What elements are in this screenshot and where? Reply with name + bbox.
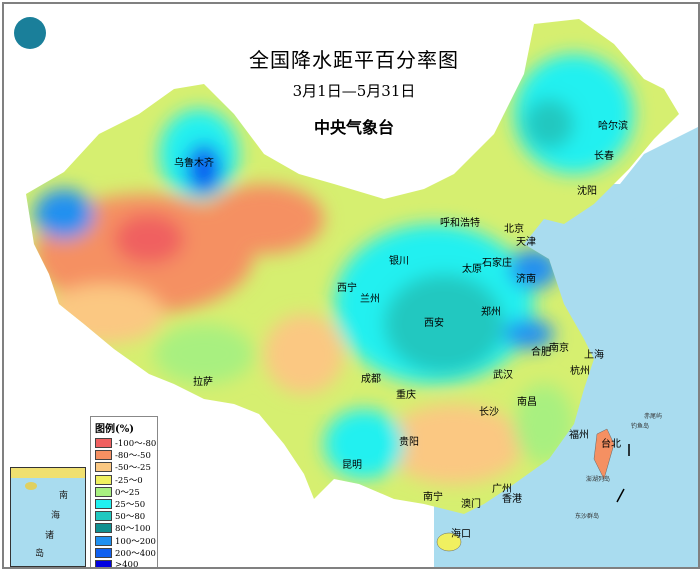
inset-char: 岛 [35, 549, 45, 559]
legend-item: -80～-50 [95, 449, 157, 461]
legend-swatch [95, 547, 112, 558]
legend-item: 100～200 [95, 535, 157, 547]
legend-label: 80～100 [115, 524, 151, 535]
city-label: 济南 [516, 274, 536, 285]
legend-swatch [95, 474, 112, 485]
city-label: 成都 [361, 374, 381, 385]
legend-item: -100～-80 [95, 437, 157, 449]
city-label: 长春 [594, 151, 614, 162]
legend-item: -25～0 [95, 474, 157, 486]
legend-label: 50～80 [115, 512, 146, 523]
hainan [436, 532, 462, 552]
legend-item: 25～50 [95, 498, 157, 510]
city-label: 沈阳 [577, 186, 597, 197]
island-label: 赤尾屿 [644, 413, 663, 420]
legend-swatch [95, 462, 112, 473]
map-title: 全国降水距平百分率图 [249, 48, 459, 72]
legend-item: 200～400 [95, 547, 157, 559]
legend-swatch [95, 559, 112, 567]
legend-label: 0～25 [115, 487, 140, 498]
legend-item: 80～100 [95, 522, 157, 534]
city-label: 太原 [462, 264, 482, 275]
city-label: 上海 [584, 350, 604, 361]
city-label: 海口 [451, 529, 471, 540]
legend-item: -50～-25 [95, 461, 157, 473]
inset-char: 南 [59, 491, 69, 501]
legend-swatch [95, 499, 112, 510]
legend-label: -50～-25 [115, 463, 151, 474]
legend-item: >400 [95, 559, 157, 569]
city-label: 兰州 [360, 294, 380, 305]
city-label: 拉萨 [193, 377, 213, 388]
city-label: 银川 [389, 256, 409, 267]
city-label: 南宁 [423, 492, 443, 503]
legend-swatch [95, 511, 112, 522]
city-label: 合肥 [531, 347, 551, 358]
city-label: 北京 [504, 224, 524, 235]
city-label: 乌鲁木齐 [174, 158, 214, 169]
city-label: 西宁 [337, 283, 357, 294]
inset-char: 海 [51, 511, 61, 521]
legend-swatch [95, 450, 112, 461]
legend-swatch [95, 486, 112, 497]
legend-label: >400 [115, 559, 139, 569]
legend: 图例(%) -100～-80 -80～-50 -50～-25 -25～0 0～25 25～… [90, 416, 158, 569]
issuer: 中央气象台 [313, 118, 394, 137]
legend-title: 图例(%) [95, 424, 134, 435]
city-label: 石家庄 [482, 258, 512, 269]
city-label: 重庆 [396, 390, 416, 401]
legend-label: -100～-80 [115, 439, 157, 450]
island-label: 钓鱼岛 [631, 423, 650, 430]
logo [14, 17, 46, 49]
city-label: 天津 [516, 237, 536, 248]
inset-char: 诸 [45, 531, 55, 541]
south-china-sea-inset: 南 海 诸 岛 [10, 467, 86, 567]
city-label: 贵阳 [399, 437, 419, 448]
city-label: 哈尔滨 [598, 121, 628, 132]
legend-swatch [95, 535, 112, 546]
city-label: 南昌 [517, 397, 537, 408]
date-range: 3月1日—5月31日 [292, 82, 416, 100]
island-label: 澎湖列岛 [586, 476, 611, 483]
island-label: 东沙群岛 [575, 513, 600, 520]
city-label: 长沙 [479, 407, 499, 418]
legend-label: -25～0 [115, 475, 143, 486]
taiwan [593, 428, 615, 480]
legend-label: 25～50 [115, 500, 146, 511]
city-label: 广州 [492, 484, 512, 495]
legend-label: -80～-50 [115, 451, 151, 462]
city-label: 武汉 [493, 370, 513, 381]
city-label: 澳门 [461, 499, 481, 510]
city-label: 南京 [549, 343, 569, 354]
city-label: 呼和浩特 [440, 218, 480, 229]
city-label: 福州 [569, 430, 589, 441]
city-label: 西安 [424, 318, 444, 329]
city-label: 台北 [601, 439, 621, 450]
city-label: 昆明 [342, 460, 362, 471]
legend-label: 100～200 [115, 536, 156, 547]
legend-item: 50～80 [95, 510, 157, 522]
legend-swatch [95, 523, 112, 534]
city-label: 香港 [502, 494, 522, 505]
city-label: 郑州 [481, 307, 501, 318]
legend-swatch [95, 438, 112, 449]
legend-label: 200～400 [115, 548, 156, 559]
city-label: 杭州 [570, 366, 590, 377]
legend-item: 0～25 [95, 486, 157, 498]
